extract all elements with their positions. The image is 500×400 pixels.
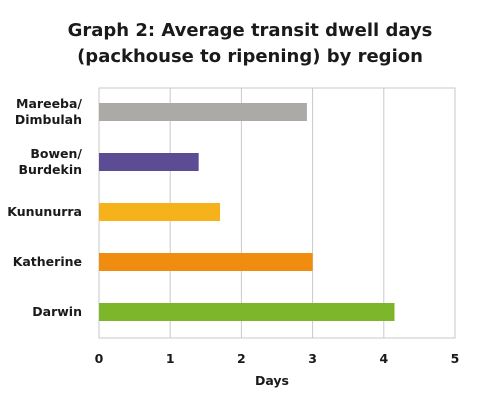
bar — [99, 253, 313, 271]
y-tick-label: Katherine — [13, 254, 82, 269]
bar — [99, 103, 307, 121]
y-tick-label: Mareeba/ — [16, 96, 82, 111]
y-tick-label: Darwin — [32, 304, 82, 319]
x-axis-label: Days — [255, 373, 289, 388]
bar — [99, 153, 199, 171]
y-tick-label: Bowen/ — [30, 146, 82, 161]
y-tick-label: Burdekin — [18, 162, 82, 177]
x-tick-label: 5 — [451, 351, 460, 366]
x-tick-label: 4 — [379, 351, 388, 366]
bar — [99, 303, 395, 321]
y-tick-label: Dimbulah — [15, 112, 82, 127]
x-tick-label: 0 — [95, 351, 104, 366]
chart-title-line-1: Graph 2: Average transit dwell days — [67, 20, 433, 41]
x-tick-label: 3 — [308, 351, 317, 366]
chart-title: Graph 2: Average transit dwell days (pac… — [0, 18, 500, 70]
x-tick-label: 2 — [237, 351, 246, 366]
y-tick-label: Kununurra — [7, 204, 82, 219]
bar — [99, 203, 221, 221]
x-tick-label: 1 — [166, 351, 175, 366]
chart-title-line-2: (packhouse to ripening) by region — [77, 46, 423, 67]
